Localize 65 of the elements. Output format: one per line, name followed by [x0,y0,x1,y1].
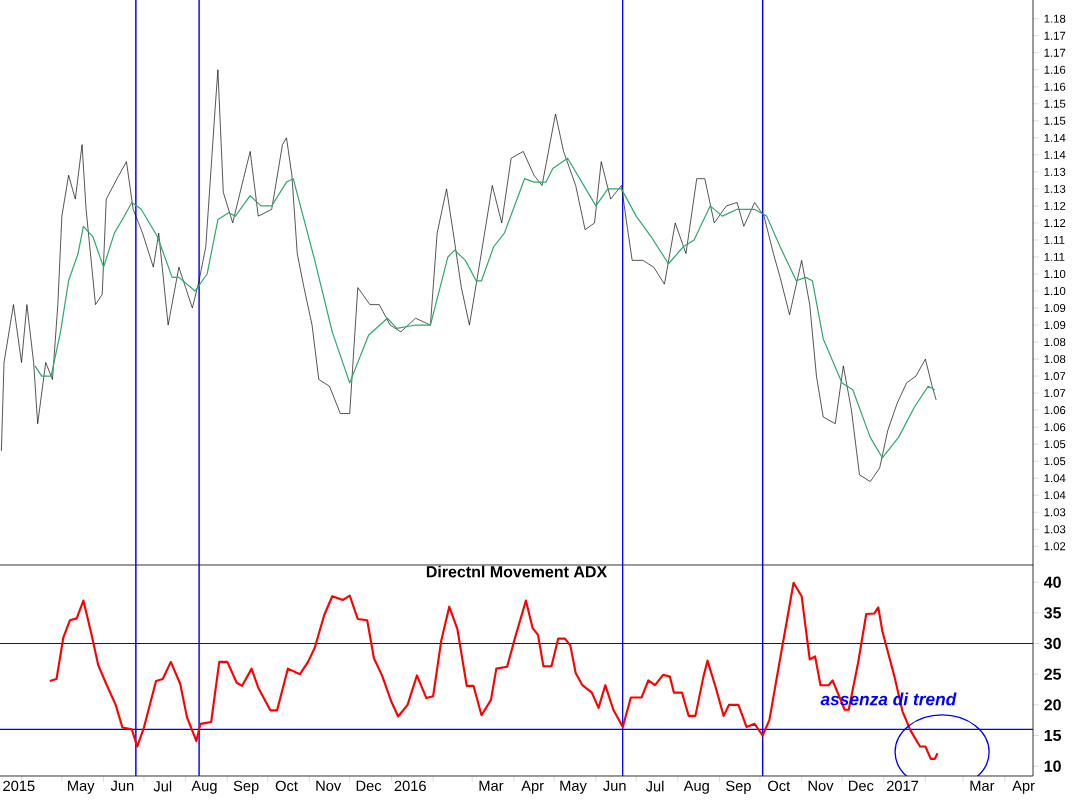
x-tick-label: Aug [191,780,217,794]
y-tick-label: 1.14 [1044,133,1066,142]
line-series [1,69,937,482]
y-tick-label: 25 [1044,668,1062,680]
y-tick-label: 1.06 [1044,406,1066,415]
x-tick-label: Oct [768,780,791,792]
x-tick-label: May [560,780,587,794]
y-tick-label: 1.08 [1044,338,1066,347]
y-tick-label: 1.13 [1044,167,1066,176]
y-tick-label: 1.18 [1044,14,1066,23]
y-tick-label: 10 [1044,760,1061,772]
y-tick-label: 1.17 [1044,31,1066,40]
x-tick-label: 2015 [3,780,35,792]
y-tick-label: 1.14 [1044,150,1066,159]
y-tick-label: 35 [1044,607,1062,619]
x-tick-label: Jun [110,780,134,791]
x-tick-label: 2016 [394,780,426,792]
y-tick-label: 30 [1044,637,1061,650]
y-tick-label: 1.02 [1044,542,1066,551]
y-tick-label: 20 [1044,699,1061,711]
y-tick-label: 1.16 [1044,65,1066,74]
y-tick-label: 1.10 [1044,269,1066,278]
y-tick-label: 1.12 [1044,201,1066,210]
y-tick-label: 1.17 [1044,48,1066,57]
y-tick-label: 1.11 [1044,253,1065,261]
y-tick-label: 1.09 [1044,304,1066,313]
x-tick-label: Dec [849,780,874,791]
y-tick-label: 15 [1044,729,1062,742]
x-tick-label: Jun [603,780,626,791]
x-tick-label: Apr [521,780,544,794]
y-tick-label: 40 [1043,576,1061,588]
x-tick-label: Dec [356,780,382,791]
y-tick-label: 1.16 [1044,82,1066,91]
y-tick-label: 1.15 [1044,116,1066,125]
x-tick-label: Apr [1012,780,1035,794]
x-tick-label: Nov [316,780,342,791]
y-tick-label: 1.08 [1044,355,1066,364]
y-tick-label: 1.13 [1044,184,1066,193]
y-tick-label: 1.07 [1044,372,1066,381]
y-tick-label: 1.07 [1044,389,1066,398]
y-tick-label: 1.03 [1044,508,1066,517]
x-tick-label: Sep [233,780,259,794]
y-tick-label: 1.11 [1044,236,1065,244]
chart-title: Directnl Movement ADX [426,565,608,578]
y-tick-label: 1.05 [1044,440,1066,449]
x-tick-label: Mar [970,780,995,791]
y-tick-label: 1.03 [1044,525,1066,534]
y-tick-label: 1.09 [1044,321,1066,330]
x-tick-label: Mar [479,780,504,791]
line-series [34,157,936,459]
x-tick-label: Jul [645,780,664,792]
y-tick-label: 1.10 [1044,287,1066,295]
x-tick-label: Nov [808,780,834,791]
x-tick-label: May [68,780,95,794]
y-tick-label: 1.05 [1044,457,1066,466]
x-tick-label: Jul [153,780,172,792]
x-tick-label: Sep [726,780,751,794]
y-tick-label: 1.15 [1044,99,1066,108]
y-tick-label: 1.04 [1044,474,1066,483]
y-tick-label: 1.06 [1044,423,1066,432]
x-tick-label: Oct [275,780,298,792]
y-tick-label: 1.04 [1044,491,1066,500]
x-tick-label: 2017 [886,780,919,792]
x-tick-label: Aug [683,780,709,794]
y-tick-label: 1.12 [1044,218,1066,227]
